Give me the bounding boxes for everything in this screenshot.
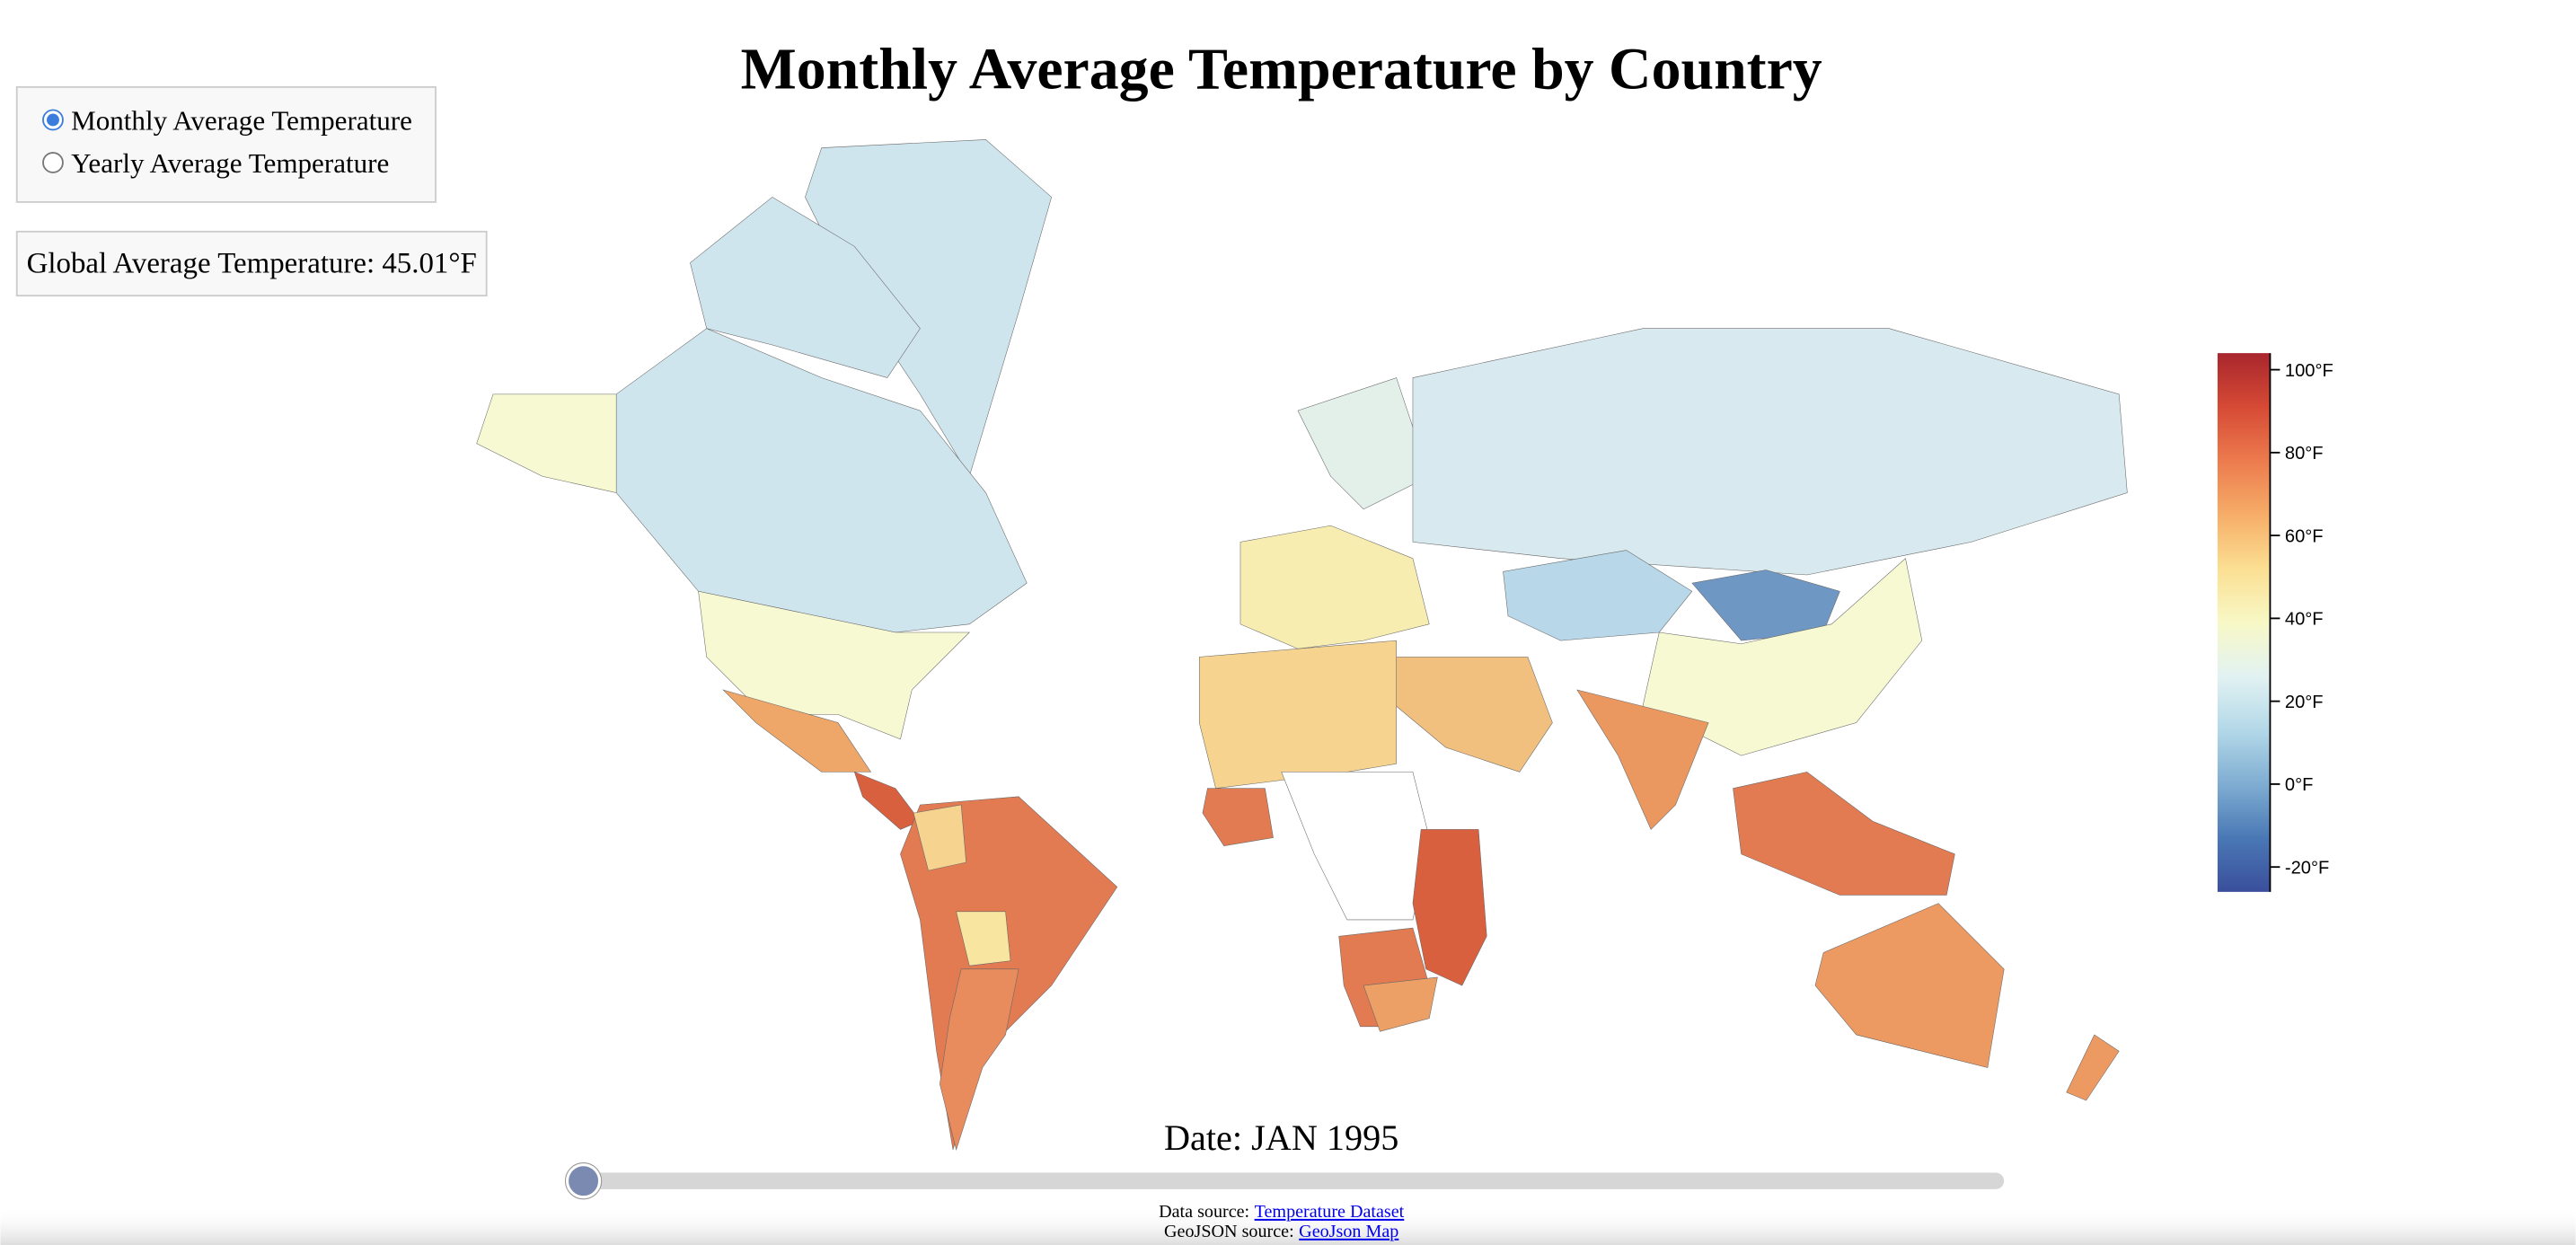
arctic-islands bbox=[690, 197, 921, 378]
argentina bbox=[940, 968, 1019, 1151]
radio-button[interactable] bbox=[42, 152, 64, 173]
legend-bar bbox=[2217, 353, 2271, 892]
southeast-asia bbox=[1733, 772, 1955, 896]
slider-track[interactable] bbox=[583, 1172, 2005, 1189]
bottom-shadow bbox=[0, 1206, 2576, 1245]
legend-tick-label: 60°F bbox=[2285, 526, 2324, 546]
global-average-box bbox=[15, 230, 488, 297]
data-source: Data source: Temperature Dataset bbox=[1159, 1202, 1405, 1222]
russia bbox=[1412, 328, 2128, 576]
west-africa bbox=[1202, 788, 1274, 846]
new-zealand bbox=[2066, 1034, 2120, 1101]
geo-source-prefix: GeoJSON source: bbox=[1164, 1222, 1294, 1241]
mexico bbox=[722, 689, 872, 773]
middle-east bbox=[1396, 657, 1553, 773]
geo-source: GeoJSON source: GeoJson Map bbox=[1164, 1222, 1398, 1241]
slider-thumb-ring bbox=[564, 1162, 603, 1200]
colombia bbox=[913, 804, 966, 871]
central-africa bbox=[1281, 772, 1430, 921]
legend-tick-label: 0°F bbox=[2285, 775, 2314, 795]
geo-source-link[interactable]: GeoJson Map bbox=[1299, 1222, 1398, 1241]
data-source-prefix: Data source: bbox=[1159, 1202, 1249, 1222]
radio-label[interactable]: Yearly Average Temperature bbox=[71, 147, 389, 179]
legend-tick-label: -20°F bbox=[2285, 859, 2329, 879]
radio-label[interactable]: Monthly Average Temperature bbox=[71, 104, 412, 136]
east-africa bbox=[1412, 829, 1487, 986]
north-africa bbox=[1198, 640, 1397, 789]
page-title: Monthly Average Temperature by Country bbox=[741, 37, 1822, 102]
legend-tick-label: 80°F bbox=[2285, 444, 2324, 464]
radio-group: Monthly Average Temperature Yearly Averag… bbox=[42, 104, 412, 179]
radio-dot bbox=[47, 113, 59, 127]
bolivia bbox=[956, 911, 1011, 967]
legend-tick-label: 40°F bbox=[2285, 610, 2324, 630]
india bbox=[1576, 689, 1709, 830]
europe bbox=[1239, 525, 1430, 649]
legend-tick-label: 100°F bbox=[2285, 361, 2333, 381]
central-america bbox=[853, 771, 921, 830]
legend-tick-label: 20°F bbox=[2285, 693, 2324, 712]
slider-thumb[interactable] bbox=[565, 1162, 602, 1199]
canada bbox=[615, 328, 1028, 633]
alaska bbox=[476, 393, 617, 493]
mongolia bbox=[1691, 570, 1840, 641]
date-label: Date: JAN 1995 bbox=[1164, 1117, 1398, 1158]
global-average: Global Average Temperature: 45.01°F bbox=[27, 248, 477, 280]
controls-box bbox=[15, 85, 437, 203]
australia bbox=[1814, 903, 2005, 1068]
world-map bbox=[476, 139, 2128, 1151]
legend-ticks: 100°F 80°F 60°F 40°F 20°F 0°F -20°F bbox=[2270, 361, 2333, 879]
scandinavia bbox=[1297, 377, 1430, 510]
south-africa bbox=[1363, 976, 1438, 1032]
data-source-link[interactable]: Temperature Dataset bbox=[1255, 1202, 1405, 1222]
